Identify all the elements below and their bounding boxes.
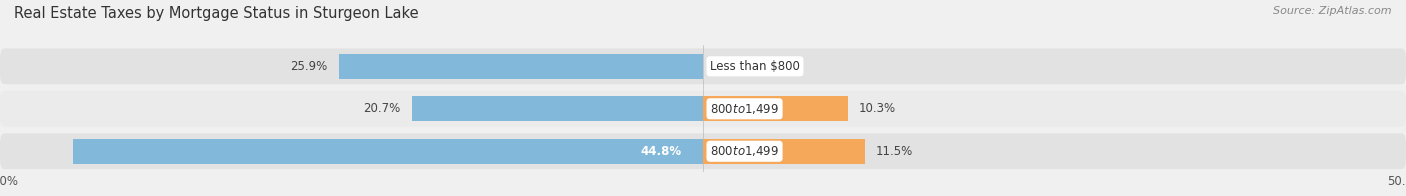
FancyBboxPatch shape bbox=[0, 133, 1406, 169]
Text: Real Estate Taxes by Mortgage Status in Sturgeon Lake: Real Estate Taxes by Mortgage Status in … bbox=[14, 6, 419, 21]
Text: Less than $800: Less than $800 bbox=[710, 60, 800, 73]
Text: Source: ZipAtlas.com: Source: ZipAtlas.com bbox=[1274, 6, 1392, 16]
Bar bbox=[339, 54, 703, 79]
Bar bbox=[703, 96, 848, 121]
FancyBboxPatch shape bbox=[0, 91, 1406, 127]
Text: 25.9%: 25.9% bbox=[291, 60, 328, 73]
Text: 0.0%: 0.0% bbox=[714, 60, 744, 73]
Bar bbox=[412, 96, 703, 121]
Text: 11.5%: 11.5% bbox=[876, 145, 912, 158]
FancyBboxPatch shape bbox=[0, 48, 1406, 84]
Bar bbox=[703, 139, 865, 163]
Text: 10.3%: 10.3% bbox=[859, 102, 896, 115]
Bar bbox=[73, 139, 703, 163]
Text: $800 to $1,499: $800 to $1,499 bbox=[710, 144, 779, 158]
Text: 44.8%: 44.8% bbox=[641, 145, 682, 158]
Text: 20.7%: 20.7% bbox=[364, 102, 401, 115]
Text: $800 to $1,499: $800 to $1,499 bbox=[710, 102, 779, 116]
